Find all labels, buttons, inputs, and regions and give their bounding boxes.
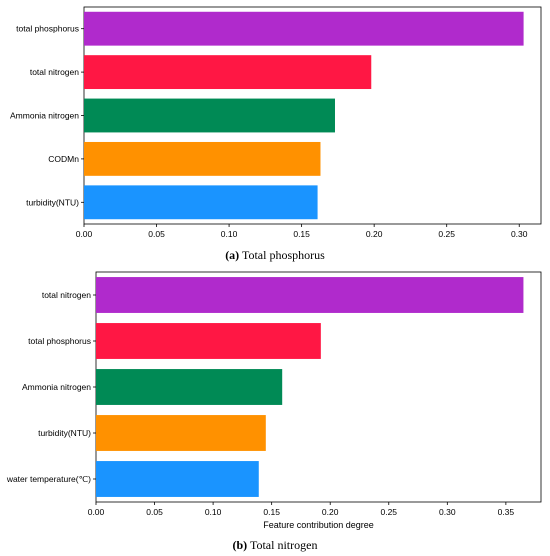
- chart-b-svg: total nitrogen total phosphorus Ammonia ni…: [6, 271, 542, 530]
- x-tick-label: 0.20: [322, 507, 339, 517]
- y-tick-label: total nitrogen: [30, 67, 79, 77]
- bar-codmn: [84, 141, 321, 176]
- x-tick-label: 0.25: [380, 507, 397, 517]
- x-tick-label: 0.35: [498, 507, 515, 517]
- x-axis-title: Feature contribution degree: [263, 520, 374, 530]
- bar-water-temperature: [96, 461, 259, 497]
- caption-a-label: (a): [225, 248, 240, 262]
- x-tick-label: 0.10: [221, 229, 238, 239]
- caption-b: (b) Total nitrogen: [0, 538, 550, 553]
- chart-a-svg: total phosphorus total nitrogen Ammonia ni…: [10, 6, 542, 239]
- chart-panel-total-nitrogen: total nitrogen total phosphorus Ammonia ni…: [0, 268, 550, 556]
- y-tick-label: total nitrogen: [42, 290, 91, 300]
- x-tick-label: 0.15: [263, 507, 280, 517]
- x-tick-label: 0.20: [366, 229, 383, 239]
- x-tick-label: 0.25: [438, 229, 455, 239]
- x-tick-label: 0.00: [76, 229, 93, 239]
- bar-total-phosphorus: [96, 323, 321, 359]
- caption-a: (a) Total phosphorus: [0, 248, 550, 263]
- bar-ammonia-nitrogen: [84, 98, 335, 133]
- bar-turbidity-ntu: [96, 415, 266, 451]
- bar-turbidity-ntu: [84, 185, 318, 220]
- bar-total-nitrogen: [84, 55, 372, 90]
- y-tick-label: Ammonia nitrogen: [22, 382, 91, 392]
- bar-total-phosphorus: [84, 11, 524, 46]
- y-tick-label: total phosphorus: [28, 336, 91, 346]
- bar-total-nitrogen: [96, 277, 524, 313]
- x-tick-label: 0.05: [148, 229, 165, 239]
- caption-a-text: Total phosphorus: [241, 248, 325, 262]
- x-tick-label: 0.10: [205, 507, 222, 517]
- x-tick-label: 0.30: [511, 229, 528, 239]
- x-tick-label: 0.15: [293, 229, 310, 239]
- y-tick-label: CODMn: [48, 154, 79, 164]
- chart-panel-total-phosphorus: total phosphorus total nitrogen Ammonia ni…: [0, 0, 550, 268]
- x-tick-label: 0.00: [88, 507, 105, 517]
- y-tick-label: total phosphorus: [16, 24, 79, 34]
- caption-b-label: (b): [232, 538, 248, 552]
- y-tick-label: turbidity(NTU): [26, 197, 79, 207]
- y-tick-label: turbidity(NTU): [38, 428, 91, 438]
- caption-b-text: Total nitrogen: [249, 538, 318, 552]
- x-tick-label: 0.05: [146, 507, 163, 517]
- y-tick-label: Ammonia nitrogen: [10, 111, 79, 121]
- x-tick-label: 0.30: [439, 507, 456, 517]
- bar-ammonia-nitrogen: [96, 369, 283, 405]
- y-tick-label: water temperature(℃): [6, 474, 91, 484]
